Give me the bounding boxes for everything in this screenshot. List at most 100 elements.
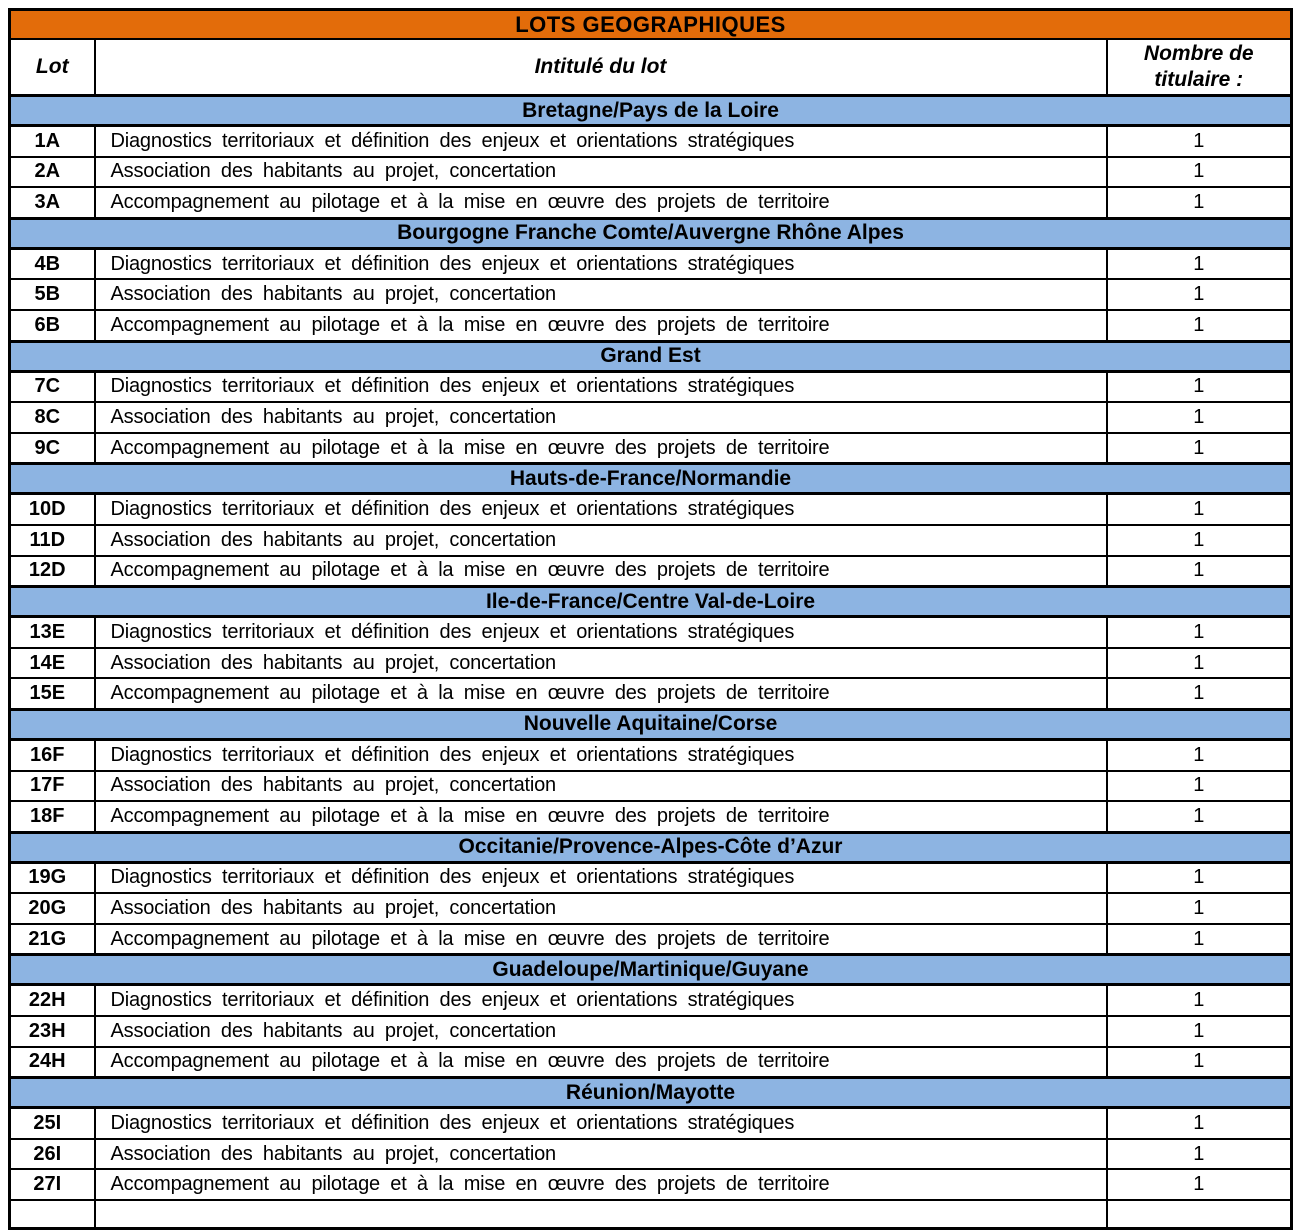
titulaire-count: 1 [1105, 523, 1293, 557]
table-row: 22H Diagnostics territoriaux et définiti… [8, 983, 1293, 1018]
titulaire-count: 1 [1105, 646, 1293, 680]
column-header-intitule: Intitulé du lot [93, 38, 1108, 97]
titulaire-count: 1 [1105, 892, 1293, 925]
titulaire-count: 1 [1105, 431, 1293, 465]
lot-description: Diagnostics territoriaux et définition d… [93, 492, 1108, 526]
lot-description: Diagnostics territoriaux et définition d… [93, 124, 1108, 158]
table-row: 24H Accompagnement au pilotage et à la m… [8, 1045, 1293, 1079]
lot-description: Accompagnement au pilotage et à la mise … [93, 308, 1108, 343]
titulaire-count: 1 [1105, 1106, 1293, 1140]
lot-description: Association des habitants au projet, con… [93, 155, 1108, 189]
region-header: Réunion/Mayotte [8, 1076, 1293, 1110]
titulaire-count: 1 [1105, 492, 1293, 526]
lot-id: 22H [8, 983, 96, 1018]
table-row: 14E Association des habitants au projet,… [8, 646, 1293, 680]
table-row: 15E Accompagnement au pilotage et à la m… [8, 677, 1293, 711]
table-title-row: LOTS GEOGRAPHIQUES [8, 8, 1293, 40]
region-header: Occitanie/Provence-Alpes-Côte d’Azur [8, 830, 1293, 864]
region-header: Hauts-de-France/Normandie [8, 462, 1293, 496]
titulaire-count: 1 [1105, 1015, 1293, 1048]
clipped-cell [1105, 1199, 1293, 1230]
titulaire-count: 1 [1105, 308, 1293, 343]
titulaire-count: 1 [1105, 800, 1293, 834]
region-header: Guadeloupe/Martinique/Guyane [8, 953, 1293, 987]
lots-geographiques-table: LOTS GEOGRAPHIQUES Lot Intitulé du lot N… [8, 8, 1294, 1230]
titulaire-count: 1 [1105, 155, 1293, 189]
region-header: Bourgogne Franche Comte/Auvergne Rhône A… [8, 216, 1293, 250]
lot-id: 7C [8, 370, 96, 404]
table-row: 27I Accompagnement au pilotage et à la m… [8, 1168, 1293, 1202]
column-header-titulaires: Nombre de titulaire : [1105, 38, 1293, 97]
lot-description: Diagnostics territoriaux et définition d… [93, 1106, 1108, 1140]
titulaire-count: 1 [1105, 983, 1293, 1018]
table-row: 2A Association des habitants au projet, … [8, 155, 1293, 189]
column-header-row: Lot Intitulé du lot Nombre de titulaire … [8, 38, 1293, 97]
lot-description: Association des habitants au projet, con… [93, 646, 1108, 680]
lot-description: Accompagnement au pilotage et à la mise … [93, 1168, 1108, 1202]
region-section-row: Ile-de-France/Centre Val-de-Loire [8, 585, 1293, 619]
table-row: 12D Accompagnement au pilotage et à la m… [8, 554, 1293, 588]
region-section-row: Nouvelle Aquitaine/Corse [8, 707, 1293, 741]
clipped-cell [8, 1199, 96, 1230]
lot-id: 13E [8, 615, 96, 649]
table-row: 21G Accompagnement au pilotage et à la m… [8, 922, 1293, 956]
region-section-row: Grand Est [8, 339, 1293, 373]
titulaire-count: 1 [1105, 554, 1293, 588]
lot-id: 26I [8, 1137, 96, 1171]
clipped-next-row [8, 1199, 1293, 1230]
lot-description: Association des habitants au projet, con… [93, 278, 1108, 311]
lot-description: Association des habitants au projet, con… [93, 892, 1108, 925]
region-section-row: Bretagne/Pays de la Loire [8, 94, 1293, 127]
titulaire-count: 1 [1105, 922, 1293, 956]
lot-id: 19G [8, 861, 96, 895]
lot-description: Diagnostics territoriaux et définition d… [93, 247, 1108, 281]
titulaire-count: 1 [1105, 247, 1293, 281]
lot-id: 18F [8, 800, 96, 834]
lot-id: 3A [8, 186, 96, 220]
lot-description: Accompagnement au pilotage et à la mise … [93, 431, 1108, 465]
lot-description: Association des habitants au projet, con… [93, 523, 1108, 557]
table-row: 25I Diagnostics territoriaux et définiti… [8, 1106, 1293, 1140]
lot-description: Association des habitants au projet, con… [93, 769, 1108, 803]
table-body: Bretagne/Pays de la Loire 1A Diagnostics… [8, 94, 1293, 1230]
lot-id: 8C [8, 401, 96, 434]
lot-id: 9C [8, 431, 96, 465]
table-row: 18F Accompagnement au pilotage et à la m… [8, 800, 1293, 834]
table-row: 1A Diagnostics territoriaux et définitio… [8, 124, 1293, 158]
lot-id: 14E [8, 646, 96, 680]
region-section-row: Guadeloupe/Martinique/Guyane [8, 953, 1293, 987]
lot-id: 12D [8, 554, 96, 588]
region-header: Bretagne/Pays de la Loire [8, 94, 1293, 127]
table-row: 13E Diagnostics territoriaux et définiti… [8, 615, 1293, 649]
lot-id: 6B [8, 308, 96, 343]
lot-description: Accompagnement au pilotage et à la mise … [93, 922, 1108, 956]
lot-id: 20G [8, 892, 96, 925]
lot-id: 23H [8, 1015, 96, 1048]
table-row: 19G Diagnostics territoriaux et définiti… [8, 861, 1293, 895]
titulaire-count: 1 [1105, 861, 1293, 895]
table-row: 6B Accompagnement au pilotage et à la mi… [8, 308, 1293, 343]
table-row: 4B Diagnostics territoriaux et définitio… [8, 247, 1293, 281]
table-row: 8C Association des habitants au projet, … [8, 401, 1293, 434]
region-header: Nouvelle Aquitaine/Corse [8, 707, 1293, 741]
lot-description: Diagnostics territoriaux et définition d… [93, 370, 1108, 404]
region-header: Grand Est [8, 339, 1293, 373]
lot-id: 10D [8, 492, 96, 526]
lot-id: 2A [8, 155, 96, 189]
lot-description: Diagnostics territoriaux et définition d… [93, 738, 1108, 772]
lot-description: Accompagnement au pilotage et à la mise … [93, 554, 1108, 588]
lot-description: Diagnostics territoriaux et définition d… [93, 861, 1108, 895]
table-title: LOTS GEOGRAPHIQUES [8, 8, 1293, 40]
lot-id: 21G [8, 922, 96, 956]
table-row: 11D Association des habitants au projet,… [8, 523, 1293, 557]
table-row: 5B Association des habitants au projet, … [8, 278, 1293, 311]
lot-description: Accompagnement au pilotage et à la mise … [93, 1045, 1108, 1079]
titulaire-count: 1 [1105, 186, 1293, 220]
lot-id: 17F [8, 769, 96, 803]
lot-id: 1A [8, 124, 96, 158]
region-section-row: Hauts-de-France/Normandie [8, 462, 1293, 496]
lot-description: Accompagnement au pilotage et à la mise … [93, 800, 1108, 834]
lot-description: Accompagnement au pilotage et à la mise … [93, 186, 1108, 220]
titulaire-count: 1 [1105, 1045, 1293, 1079]
titulaire-count: 1 [1105, 124, 1293, 158]
